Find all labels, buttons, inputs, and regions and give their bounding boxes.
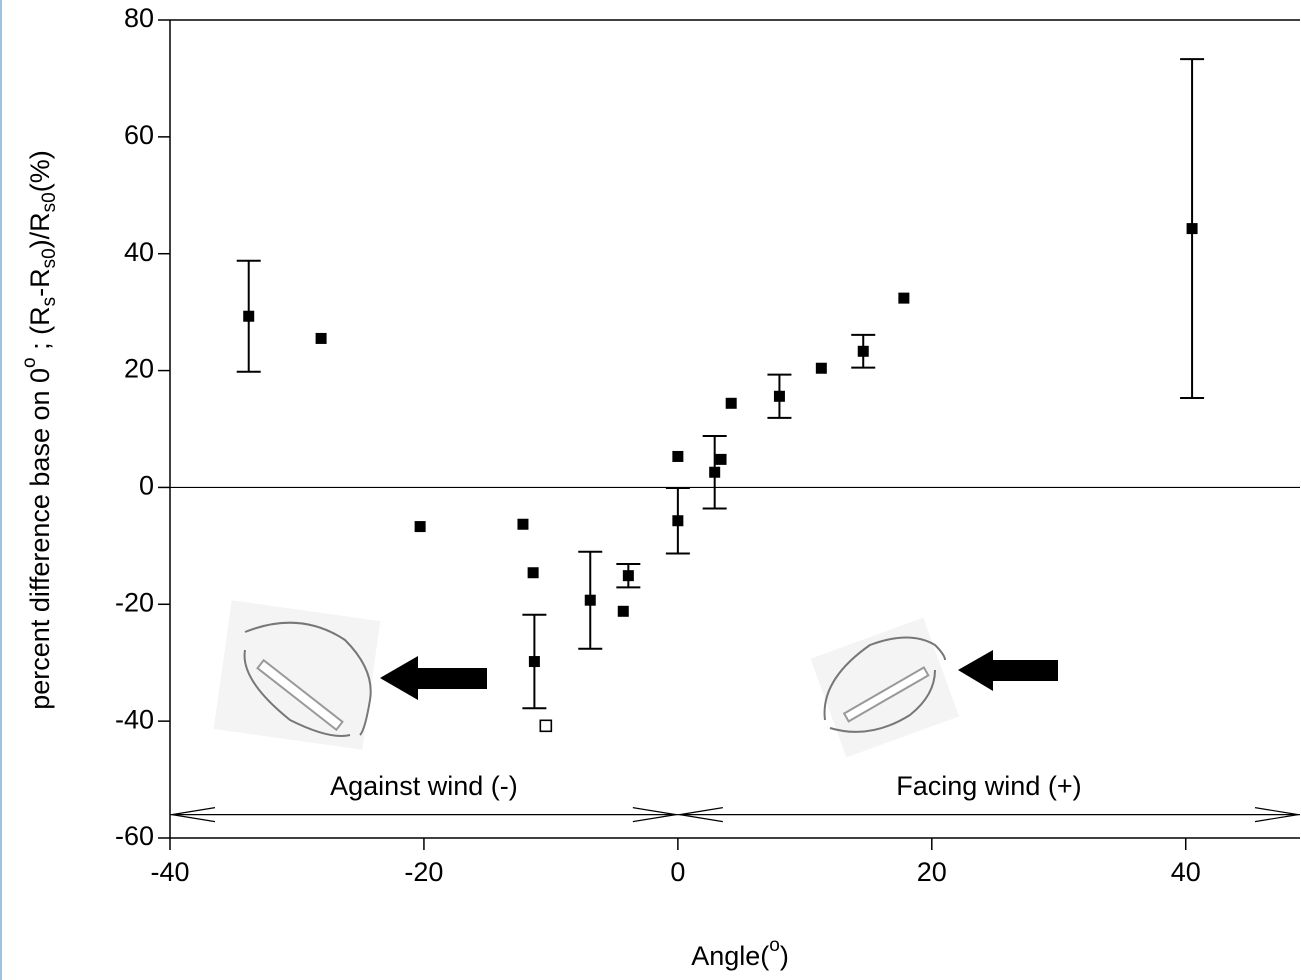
x-axis-title-part: o bbox=[769, 935, 780, 956]
data-point bbox=[672, 450, 684, 462]
arrow-head bbox=[632, 807, 676, 823]
data-point bbox=[725, 397, 737, 409]
data-point bbox=[315, 332, 327, 344]
x-tick-label: 0 bbox=[670, 857, 685, 887]
data-point bbox=[773, 390, 785, 402]
arrow-head bbox=[171, 807, 216, 823]
data-point bbox=[622, 570, 634, 582]
data-point bbox=[527, 567, 539, 579]
data-point bbox=[715, 453, 727, 465]
region-label: Facing wind (+) bbox=[896, 771, 1081, 801]
x-axis-title-part: ) bbox=[780, 941, 789, 971]
data-point bbox=[517, 518, 529, 530]
y-axis-title-part: -R bbox=[25, 268, 55, 297]
data-point bbox=[414, 521, 426, 533]
y-tick-label: 0 bbox=[139, 471, 154, 501]
data-point bbox=[857, 345, 869, 357]
x-tick-label: -40 bbox=[150, 857, 189, 887]
arrow-head bbox=[679, 807, 723, 823]
y-axis-title-part: s0 bbox=[39, 248, 60, 268]
y-tick-label: 20 bbox=[124, 354, 154, 384]
x-tick-label: -20 bbox=[404, 857, 443, 887]
data-point bbox=[539, 719, 553, 733]
x-tick-label: 40 bbox=[1171, 857, 1201, 887]
data-point bbox=[815, 362, 827, 374]
x-axis-title-part: Angle( bbox=[691, 941, 769, 971]
data-point bbox=[243, 310, 255, 322]
y-axis-title-part: )/R bbox=[25, 212, 55, 248]
x-axis-title: Angle(o) bbox=[691, 935, 789, 971]
y-tick-label: 80 bbox=[124, 3, 154, 33]
y-axis-title-part: s0 bbox=[39, 192, 60, 212]
data-point bbox=[898, 292, 910, 304]
region-label: Against wind (-) bbox=[330, 771, 518, 801]
x-tick-label: 20 bbox=[917, 857, 947, 887]
icon-facing bbox=[810, 617, 1058, 758]
data-point bbox=[709, 466, 721, 478]
y-tick-label: 40 bbox=[124, 237, 154, 267]
data-point bbox=[528, 656, 540, 668]
data-point bbox=[1186, 223, 1198, 235]
y-axis-title: percent difference base on 0o ; (Rs-Rs0)… bbox=[19, 150, 60, 709]
y-tick-label: -40 bbox=[115, 704, 154, 734]
y-axis-title-part: o bbox=[19, 357, 40, 368]
y-axis-title-part: ; (R bbox=[25, 306, 55, 357]
y-tick-label: 60 bbox=[124, 120, 154, 150]
data-point bbox=[584, 594, 596, 606]
y-axis-title-part: s bbox=[39, 297, 60, 307]
data-point bbox=[617, 605, 629, 617]
y-tick-label: -20 bbox=[115, 587, 154, 617]
arrow-head bbox=[1254, 807, 1299, 823]
y-axis-title-part: percent difference base on 0 bbox=[25, 368, 55, 710]
data-point bbox=[672, 515, 684, 527]
y-tick-label: -60 bbox=[115, 821, 154, 851]
icon-against bbox=[213, 600, 487, 750]
y-axis-title-part: (%) bbox=[25, 150, 55, 192]
